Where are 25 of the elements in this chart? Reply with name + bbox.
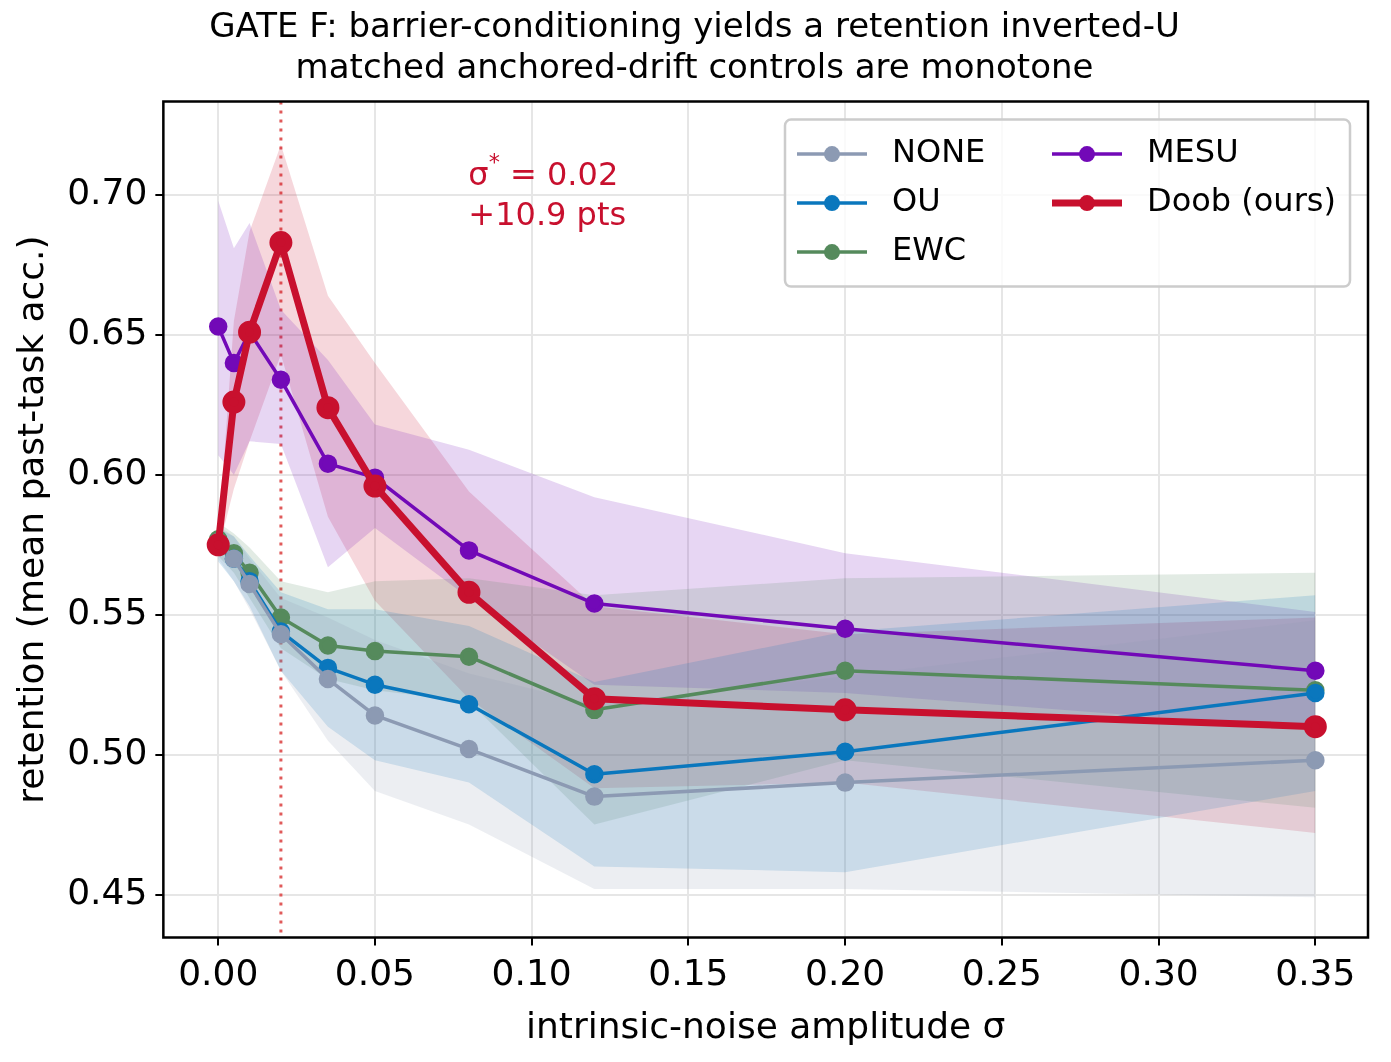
x-tick-label: 0.00: [178, 951, 259, 993]
x-tick-label: 0.10: [491, 951, 572, 993]
y-tick-label: 0.70: [67, 171, 148, 213]
x-tick-label: 0.15: [648, 951, 729, 993]
annotation: +10.9 pts: [468, 194, 627, 233]
legend-label: MESU: [1147, 132, 1239, 171]
y-tick-label: 0.60: [67, 451, 148, 493]
x-axis-title: intrinsic-noise amplitude σ: [525, 1004, 1006, 1046]
x-tick-label: 0.25: [961, 951, 1042, 993]
y-tick-label: 0.45: [67, 870, 148, 912]
text: matched anchored-drift controls are monotone: [295, 46, 1094, 87]
legend-label: EWC: [892, 230, 967, 269]
text: GATE F: barrier-conditioning yields a retention inverted-U: [209, 5, 1180, 46]
y-tick-label: 0.65: [67, 311, 148, 353]
y-axis-title: retention (mean past-task acc.): [9, 235, 51, 804]
x-tick-label: 0.20: [805, 951, 886, 993]
legend-label: OU: [892, 181, 941, 220]
x-tick-label: 0.05: [334, 951, 416, 993]
x-tick-label: 0.35: [1275, 951, 1356, 993]
legend-label: Doob (ours): [1147, 181, 1336, 220]
legend-label: NONE: [892, 132, 986, 171]
x-tick-label: 0.30: [1118, 951, 1199, 993]
annotation: σ* = 0.02: [468, 148, 619, 193]
y-tick-label: 0.50: [67, 730, 148, 772]
y-tick-label: 0.55: [67, 591, 148, 633]
